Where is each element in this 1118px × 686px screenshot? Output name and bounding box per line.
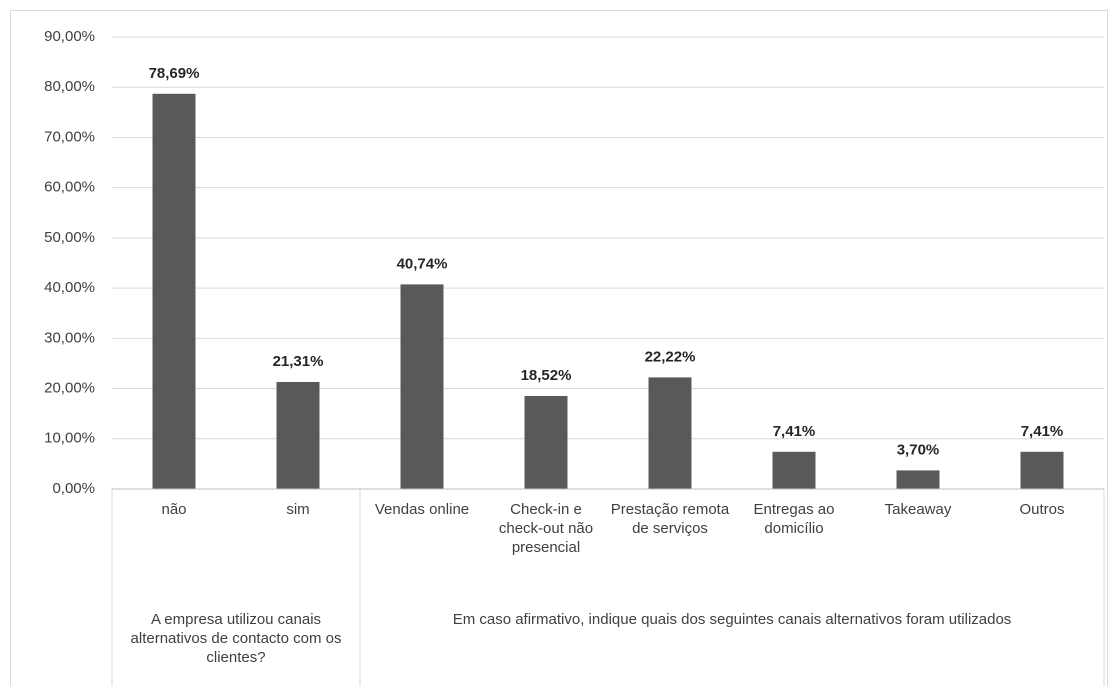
y-tick-label: 10,00% — [44, 430, 95, 447]
x-tick-label: Check-in e check-out não presencial — [498, 501, 594, 556]
x-tick-label: Vendas online — [374, 501, 470, 518]
value-label: 22,22% — [645, 348, 696, 365]
y-tick-label: 90,00% — [44, 28, 95, 45]
bar — [152, 93, 196, 489]
y-tick-label: 70,00% — [44, 128, 95, 145]
bar — [648, 377, 692, 489]
bar — [1020, 451, 1064, 489]
group-label: A empresa utilizou canais alternativos d… — [130, 611, 342, 666]
y-tick-label: 60,00% — [44, 179, 95, 196]
y-tick-label: 40,00% — [44, 279, 95, 296]
bar — [276, 381, 320, 489]
y-tick-label: 0,00% — [52, 480, 95, 497]
y-tick-label: 80,00% — [44, 78, 95, 95]
x-tick-label: Prestação remota de serviços — [610, 501, 730, 537]
value-label: 18,52% — [521, 367, 572, 384]
value-label: 7,41% — [1021, 423, 1064, 440]
value-label: 3,70% — [897, 441, 940, 458]
y-tick-label: 20,00% — [44, 380, 95, 397]
bar — [772, 451, 816, 489]
bar — [400, 284, 444, 489]
value-label: 21,31% — [273, 353, 324, 370]
value-label: 78,69% — [149, 65, 200, 82]
x-tick-label: sim — [286, 501, 310, 518]
value-label: 7,41% — [773, 423, 816, 440]
chart-border — [10, 10, 1108, 686]
y-tick-label: 30,00% — [44, 329, 95, 346]
x-tick-label: Takeaway — [884, 501, 952, 518]
group-label: Em caso afirmativo, indique quais dos se… — [452, 611, 1012, 628]
bar — [524, 395, 568, 489]
x-tick-label: não — [161, 501, 187, 518]
x-tick-label: Outros — [1019, 501, 1065, 518]
value-label: 40,74% — [397, 255, 448, 272]
bar — [896, 470, 940, 489]
x-tick-label: Entregas ao domicílio — [753, 501, 835, 537]
y-tick-label: 50,00% — [44, 229, 95, 246]
